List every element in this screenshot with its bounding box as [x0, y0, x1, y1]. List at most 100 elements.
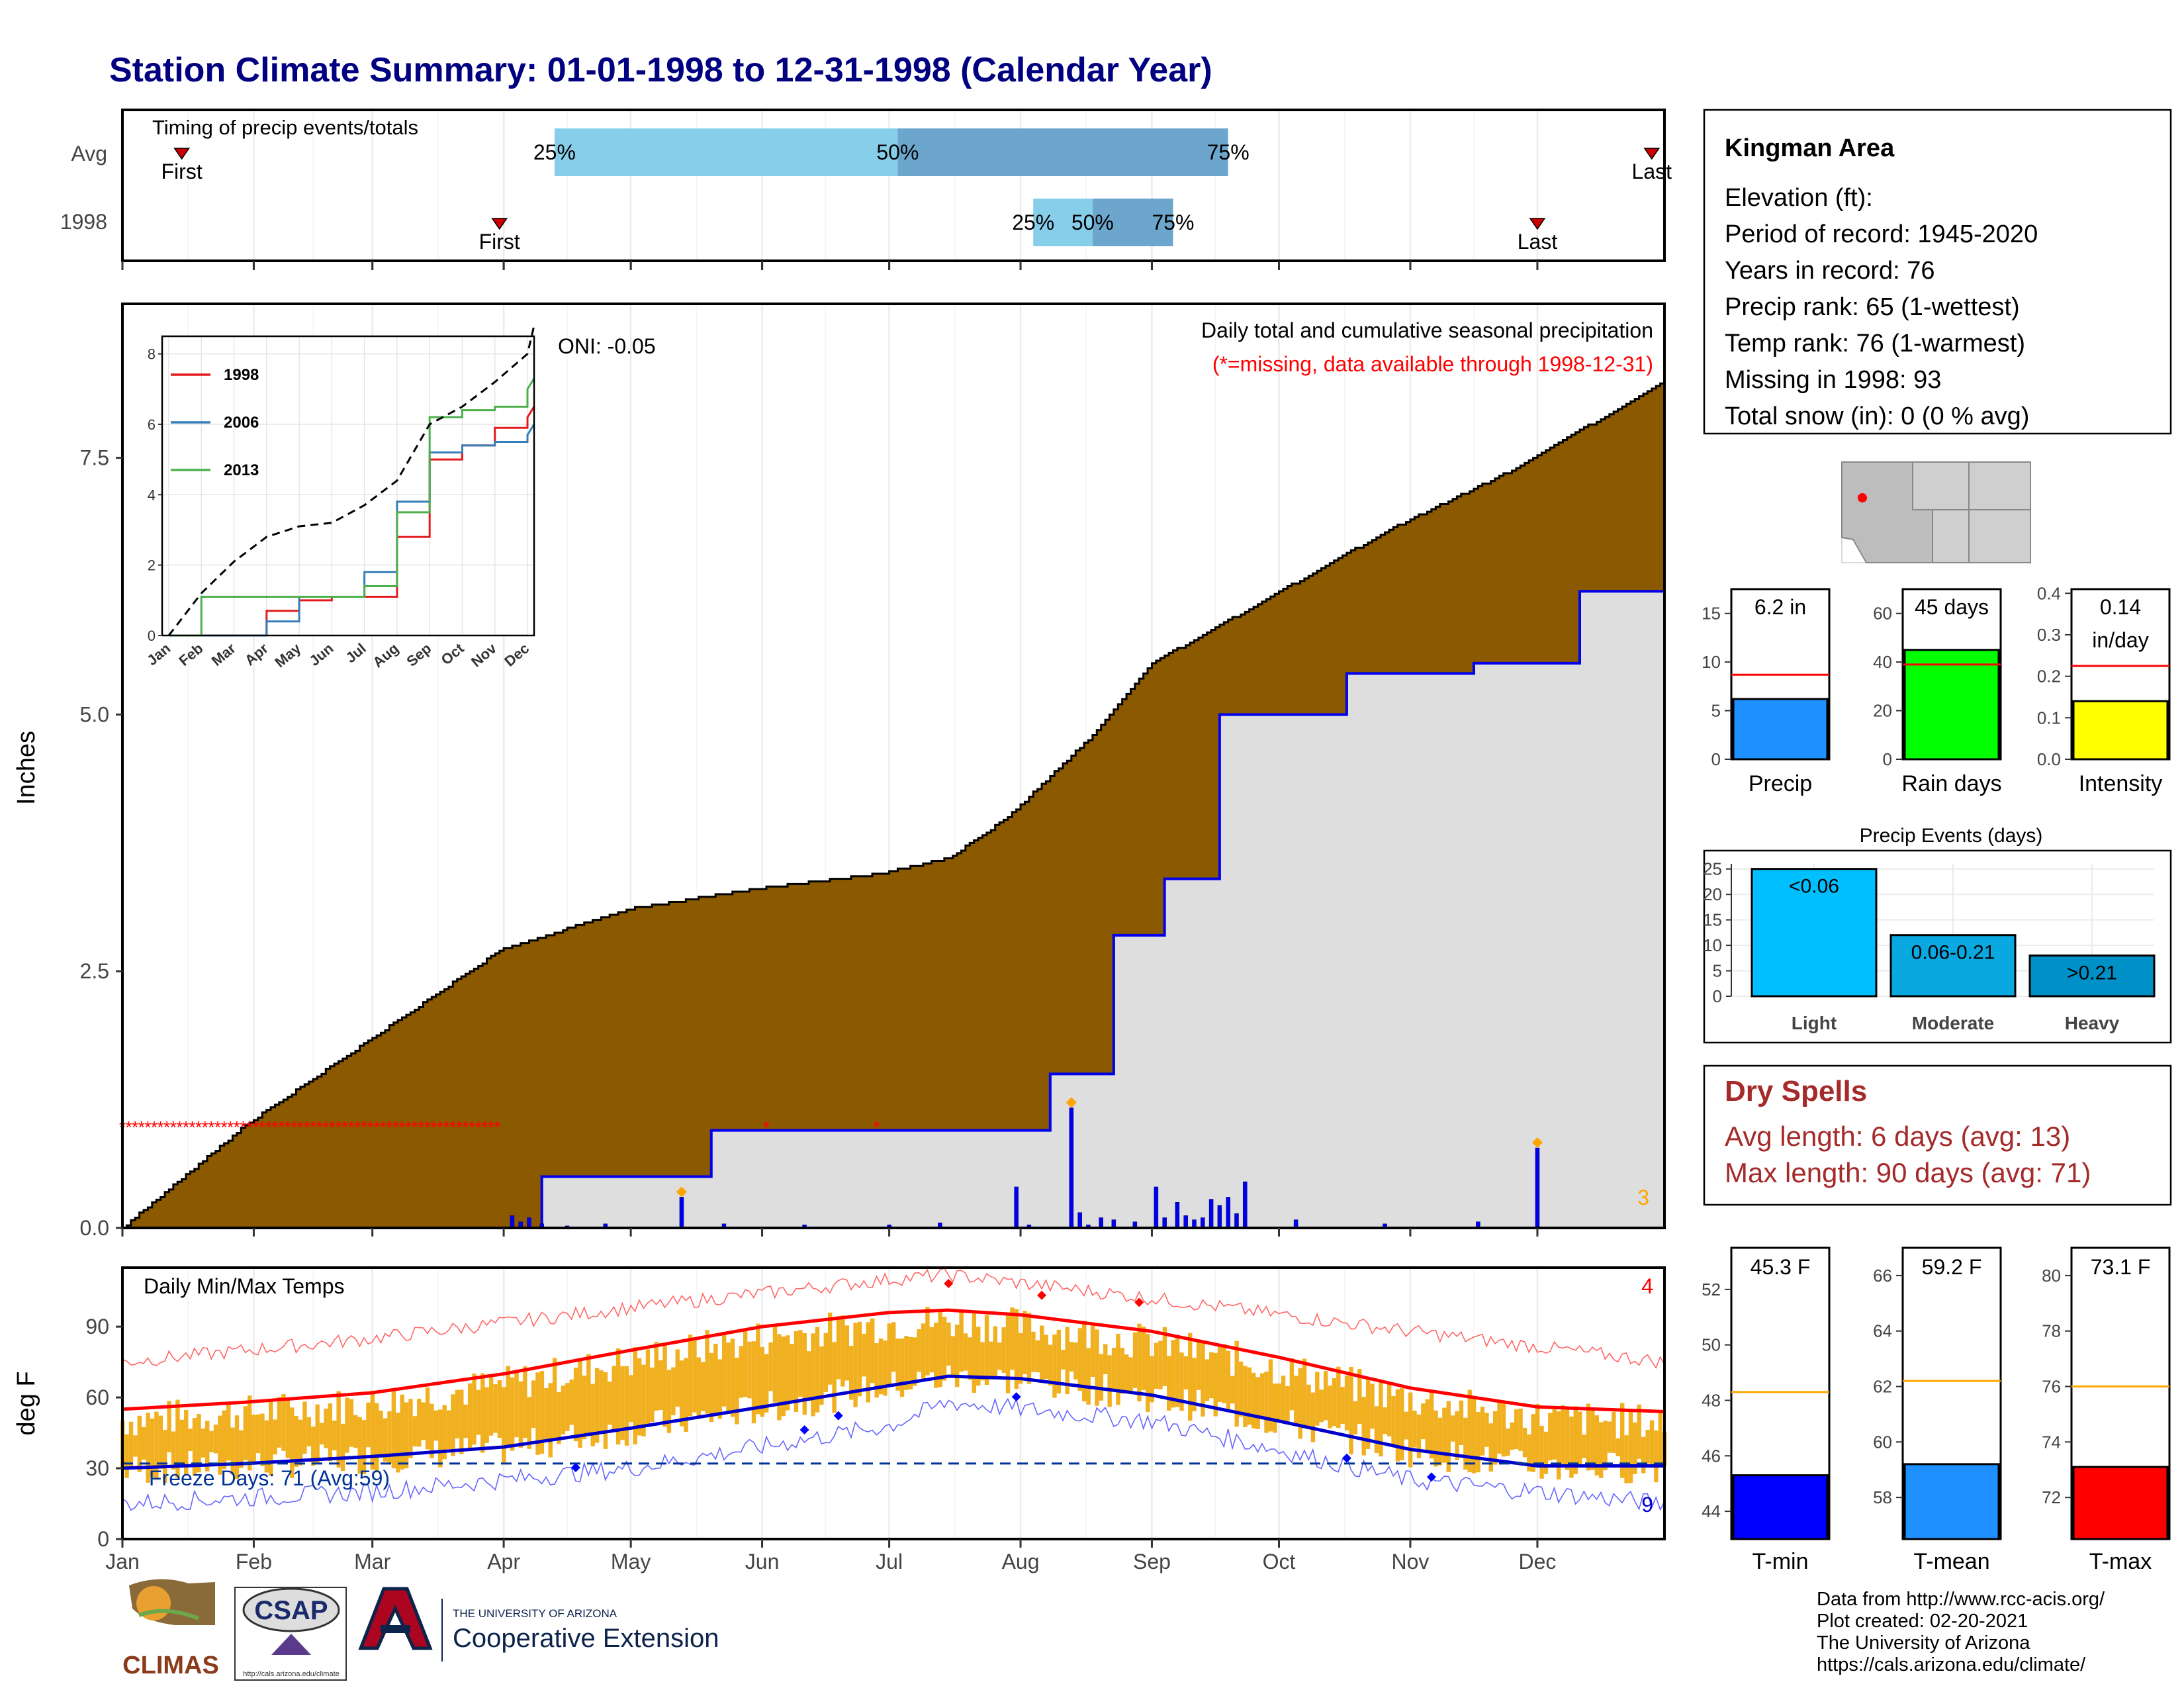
daily-temp-bar — [1146, 1334, 1150, 1413]
inset-x-tick-label: Feb — [175, 640, 206, 669]
mini-chart-tick-label: 60 — [1873, 604, 1892, 624]
missing-day-marker: * — [291, 1117, 297, 1137]
daily-temp-bar — [1488, 1423, 1493, 1472]
daily-temp-bar — [832, 1342, 837, 1413]
daily-temp-bar — [794, 1331, 799, 1413]
missing-day-marker: * — [386, 1117, 392, 1137]
dry-spells-box: Dry Spells Avg length: 6 days (avg: 13) … — [1703, 1064, 2172, 1206]
daily-temp-bar — [1531, 1414, 1535, 1472]
daily-temp-bar — [1590, 1407, 1595, 1470]
daily-temp-bar — [777, 1334, 782, 1421]
daily-temp-bar — [594, 1368, 600, 1443]
daily-temp-bar — [1095, 1329, 1099, 1406]
daily-temp-bar — [1201, 1342, 1205, 1417]
missing-day-marker: * — [475, 1117, 482, 1137]
daily-temp-bar — [760, 1346, 764, 1417]
daily-temp-bar — [1395, 1389, 1400, 1462]
inset-x-tick-label: Apr — [242, 639, 271, 669]
timing-panel-frame — [121, 109, 1666, 262]
missing-day-marker: * — [138, 1117, 145, 1137]
missing-day-marker: * — [329, 1117, 336, 1137]
daily-temp-bar — [980, 1342, 985, 1381]
daily-temp-bar — [989, 1341, 993, 1380]
station-precip-rank: Precip rank: 65 (1-wettest) — [1725, 293, 2020, 321]
daily-temp-bar — [1259, 1373, 1265, 1420]
timing-row-label-avg: Avg — [71, 142, 107, 165]
temp-summary-tick-label: 74 — [2042, 1432, 2061, 1452]
daily-temp-bar — [1442, 1407, 1447, 1463]
daily-temp-bar — [357, 1417, 362, 1474]
daily-temp-bar — [895, 1338, 900, 1391]
dry-spells-title: Dry Spells — [1725, 1075, 1867, 1107]
daily-temp-bar — [1459, 1400, 1464, 1445]
daily-temp-bar — [197, 1413, 201, 1473]
temp-summary-tick-label: 48 — [1702, 1390, 1721, 1410]
daily-temp-bar — [1383, 1407, 1387, 1434]
daily-temp-bar — [1281, 1376, 1286, 1423]
daily-temp-bar — [400, 1394, 404, 1470]
temp-summary-value-label: 73.1 F — [2091, 1255, 2151, 1279]
daily-temp-bar — [1480, 1406, 1485, 1456]
daily-temp-bar — [781, 1336, 786, 1417]
mini-chart-tick-label: 0.2 — [2037, 667, 2061, 686]
daily-temp-bar — [391, 1389, 396, 1469]
daily-temp-bar — [163, 1430, 167, 1483]
daily-temp-bar — [1073, 1342, 1078, 1380]
daily-temp-bar — [1209, 1352, 1214, 1399]
missing-day-marker: * — [176, 1117, 183, 1137]
tmin-record-marker — [1011, 1392, 1021, 1402]
daily-temp-bar — [1132, 1332, 1138, 1388]
daily-temp-bar — [790, 1344, 794, 1403]
precip-markers — [676, 1097, 1543, 1197]
missing-day-marker: * — [456, 1117, 463, 1137]
daily-temp-bar — [285, 1400, 291, 1458]
daily-temp-bar — [671, 1367, 676, 1416]
daily-temp-bar — [248, 1395, 252, 1471]
daily-temp-bar — [514, 1372, 519, 1438]
events-bar-inner-label: <0.06 — [1789, 876, 1839, 898]
daily-precip-bar — [1077, 1212, 1082, 1229]
daily-temp-bar — [1455, 1411, 1459, 1460]
daily-temp-bar — [1158, 1340, 1163, 1389]
inset-legend-label: 1998 — [224, 366, 259, 384]
daily-temp-bar — [1323, 1371, 1328, 1421]
tmin-record-marker — [1426, 1472, 1436, 1482]
events-bar-inner-label: >0.21 — [2067, 962, 2117, 984]
daily-temp-bar — [1510, 1422, 1514, 1450]
daily-temp-bar — [375, 1403, 379, 1473]
missing-day-marker: * — [488, 1117, 494, 1137]
daily-temp-bar — [1429, 1391, 1434, 1459]
daily-temp-bar — [802, 1333, 807, 1415]
missing-day-marker: * — [208, 1117, 214, 1137]
tmax-average-line — [122, 1308, 1665, 1413]
daily-temp-bar — [1226, 1350, 1231, 1409]
daily-temp-bar — [1522, 1427, 1527, 1458]
missing-data-markers: * * * * * * * * * * * * * * * * * * * * * * * * * * * * * * * * * * * * * * * *… — [119, 1117, 880, 1137]
daily-precip-bar — [1208, 1199, 1214, 1229]
daily-temp-bar — [658, 1360, 663, 1411]
climas-logo: CLIMAS — [122, 1579, 219, 1679]
missing-day-marker: * — [183, 1117, 189, 1137]
daily-temp-bar — [370, 1390, 375, 1470]
daily-temp-bar — [366, 1402, 371, 1448]
missing-day-marker: * — [253, 1117, 259, 1137]
daily-temp-bar — [158, 1415, 163, 1469]
missing-day-marker: * — [398, 1117, 405, 1137]
precip-panel: * * * * * * * * * * * * * * * * * * * * * * * * * * * * * * * * * * * * * * * *… — [13, 303, 1666, 1240]
missing-day-marker: * — [151, 1117, 158, 1137]
mini-chart-intensity: 0.14 in/day 0.0 0.1 0.2 0.3 0.4 Intensity — [2037, 583, 2171, 796]
missing-day-marker: * — [297, 1117, 304, 1137]
daily-temp-bar — [451, 1394, 455, 1456]
temp-summary-tick-label: 66 — [1873, 1266, 1892, 1286]
events-tick-label: 10 — [1703, 935, 1722, 955]
timing-last-label: Last — [1632, 160, 1672, 183]
temp-summary-tick-label: 78 — [2042, 1321, 2061, 1341]
daily-temp-bar — [430, 1403, 434, 1458]
daily-temp-bar — [142, 1427, 146, 1460]
daily-temp-bar — [586, 1354, 591, 1434]
daily-temp-bar — [743, 1331, 748, 1397]
timing-row-label-year: 1998 — [60, 210, 107, 234]
temp-summary-value-bar — [1903, 1463, 2000, 1540]
daily-temp-bar — [1298, 1368, 1302, 1439]
daily-temp-bar — [1192, 1358, 1197, 1411]
